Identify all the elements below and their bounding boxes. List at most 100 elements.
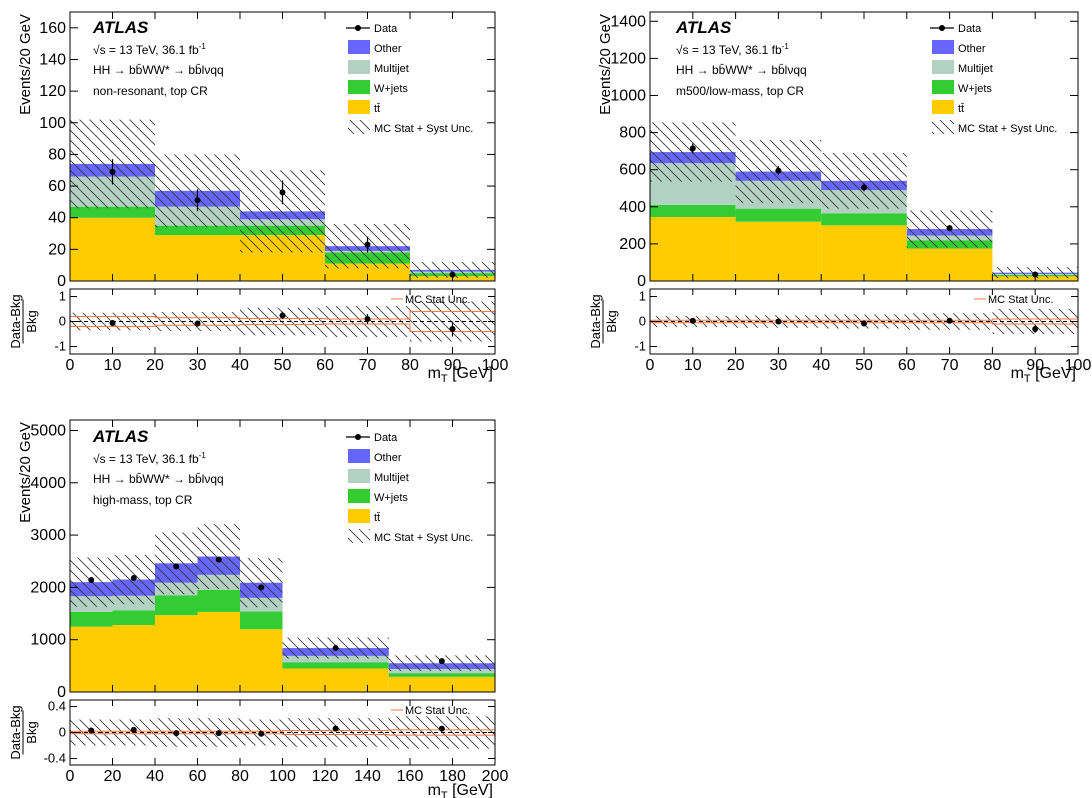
x-tick-label: 80: [984, 357, 1002, 374]
legend-data-label: Data: [374, 23, 398, 35]
x-tick-label: 100: [482, 357, 509, 374]
x-tick-label: 60: [189, 768, 207, 785]
legend-multijet-swatch: [348, 60, 370, 74]
legend-unc-swatch: [932, 120, 954, 134]
x-tick-label: 10: [104, 357, 122, 374]
legend-other-label: Other: [958, 43, 986, 55]
ratio-y-label-numerator: Data-Bkg: [8, 294, 23, 348]
legend-unc-swatch: [348, 529, 370, 543]
data-point: [258, 584, 265, 591]
ratio-y-tick-label: 0: [59, 314, 66, 329]
y-tick-label: 1200: [610, 50, 646, 67]
ratio-legend-label: MC Stat Unc.: [405, 294, 470, 306]
y-tick-label: 0: [57, 684, 66, 701]
region-label: high-mass, top CR: [93, 493, 193, 507]
legend-data-marker: [355, 25, 361, 31]
data-point: [215, 556, 222, 563]
ratio-stat-down: [70, 323, 495, 332]
legend-unc-label: MC Stat + Syst Unc.: [374, 123, 473, 135]
x-tick-label: 20: [146, 357, 164, 374]
x-tick-label: 140: [354, 768, 381, 785]
ttbar-bar: [650, 216, 736, 281]
region-label: non-resonant, top CR: [93, 84, 208, 98]
ratio-point: [279, 312, 286, 319]
legend-data-marker: [355, 434, 361, 440]
uncertainty-band: [155, 532, 198, 595]
data-point: [109, 168, 116, 175]
y-tick-label: 80: [48, 146, 66, 163]
data-point: [364, 241, 371, 248]
ratio-point: [438, 725, 445, 732]
process-label: HH → bb̄WW* → bb̄lνqq: [676, 63, 807, 77]
legend-ttbar-swatch: [932, 100, 954, 114]
x-tick-label: 30: [770, 357, 788, 374]
ratio-point: [449, 326, 456, 332]
ttbar-bar: [155, 235, 240, 281]
legend-data-label: Data: [958, 23, 982, 35]
wjets-bar: [112, 610, 155, 626]
x-tick-label: 40: [146, 768, 164, 785]
data-point: [130, 574, 137, 581]
ratio-point: [109, 320, 116, 326]
legend-wjets-label: W+jets: [958, 83, 992, 95]
ttbar-bar: [240, 629, 283, 692]
x-tick-label: 100: [1065, 357, 1092, 374]
legend-multijet-label: Multijet: [958, 63, 993, 75]
ratio-legend-label: MC Stat Unc.: [988, 294, 1053, 306]
data-point: [689, 145, 696, 152]
legend-unc-swatch: [348, 120, 370, 134]
legend-multijet-label: Multijet: [374, 472, 409, 484]
y-tick-label: 40: [48, 210, 66, 227]
y-tick-label: 160: [39, 20, 66, 37]
ttbar-bar: [821, 225, 907, 281]
ttbar-bar: [112, 625, 155, 692]
x-tick-label: 10: [684, 357, 702, 374]
ratio-point: [130, 726, 137, 733]
y-tick-label: 800: [619, 125, 646, 142]
ratio-y-tick-label: 0.4: [48, 699, 66, 714]
y-tick-label: 0: [57, 273, 66, 290]
region-label: m500/low-mass, top CR: [676, 84, 804, 98]
legend-wjets-swatch: [348, 489, 370, 503]
x-tick-label: 50: [855, 357, 873, 374]
legend-wjets-swatch: [348, 80, 370, 94]
y-tick-label: 600: [619, 162, 646, 179]
ratio-y-tick-label: 1: [639, 289, 646, 304]
y-tick-label: 120: [39, 83, 66, 100]
legend-multijet-label: Multijet: [374, 63, 409, 75]
ratio-point: [88, 727, 95, 734]
y-tick-label: 3000: [30, 527, 66, 544]
x-tick-label: 160: [397, 768, 424, 785]
x-tick-label: 90: [444, 357, 462, 374]
y-tick-label: 400: [619, 199, 646, 216]
ratio-y-label-numerator: Data-Bkg: [8, 705, 23, 759]
y-tick-label: 200: [619, 236, 646, 253]
y-tick-label: 4000: [30, 475, 66, 492]
legend-other-swatch: [348, 449, 370, 463]
x-tick-label: 60: [316, 357, 334, 374]
legend-other-label: Other: [374, 452, 402, 464]
ttbar-bar: [735, 221, 822, 281]
legend-ttbar-label: tt̄: [374, 103, 380, 115]
legend-other-swatch: [348, 40, 370, 54]
uncertainty-band: [240, 558, 283, 608]
x-tick-label: 40: [812, 357, 830, 374]
wjets-bar: [388, 673, 495, 677]
legend-wjets-label: W+jets: [374, 492, 408, 504]
y-tick-label: 1400: [610, 13, 646, 30]
ttbar-bar: [155, 615, 198, 692]
process-label: HH → bb̄WW* → bb̄lνqq: [93, 472, 224, 486]
ratio-y-tick-label: -1: [634, 339, 646, 354]
legend-unc-label: MC Stat + Syst Unc.: [374, 532, 473, 544]
ttbar-bar: [70, 626, 113, 692]
legend-ttbar-swatch: [348, 509, 370, 523]
ratio-point: [332, 725, 339, 732]
wjets-bar: [197, 590, 240, 612]
wjets-bar: [155, 225, 240, 236]
wjets-bar: [155, 595, 198, 616]
y-tick-label: 1000: [610, 87, 646, 104]
legend-ttbar-label: tt̄: [958, 103, 964, 115]
ratio-y-tick-label: 1: [59, 289, 66, 304]
y-tick-label: 60: [48, 178, 66, 195]
